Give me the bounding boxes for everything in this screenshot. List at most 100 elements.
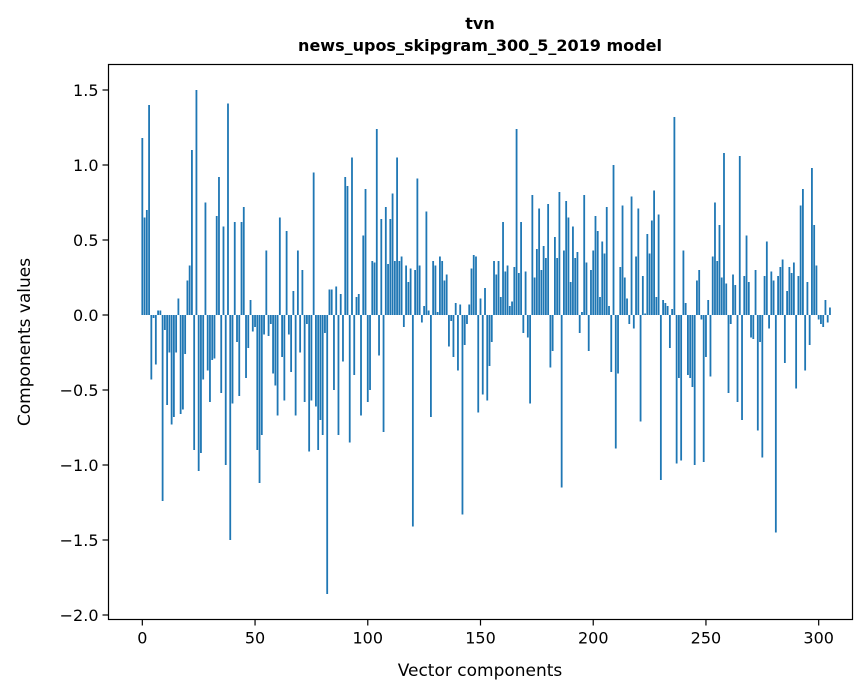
bar bbox=[245, 315, 247, 378]
bar bbox=[517, 273, 520, 315]
y-tick-label: −2.0 bbox=[60, 606, 99, 625]
y-tick-label: −1.0 bbox=[60, 456, 99, 475]
bar bbox=[468, 304, 471, 315]
bar bbox=[411, 315, 414, 527]
bar bbox=[639, 315, 642, 422]
bar bbox=[472, 255, 475, 315]
bar bbox=[477, 315, 480, 413]
bar bbox=[276, 315, 279, 416]
bar bbox=[822, 315, 825, 327]
bar bbox=[409, 268, 412, 315]
bar bbox=[209, 315, 211, 402]
bar bbox=[430, 315, 432, 417]
x-tick-label: 250 bbox=[691, 629, 722, 648]
bar bbox=[443, 280, 446, 315]
bar bbox=[148, 105, 150, 315]
bar bbox=[493, 261, 495, 315]
bar bbox=[630, 196, 633, 315]
bar bbox=[668, 315, 671, 348]
chart-title: tvn bbox=[465, 14, 494, 33]
bar bbox=[466, 315, 468, 324]
bar bbox=[202, 315, 205, 380]
bar bbox=[339, 294, 342, 315]
bar bbox=[258, 315, 261, 483]
bar bbox=[574, 258, 577, 315]
x-tick-label: 100 bbox=[352, 629, 383, 648]
bar bbox=[360, 315, 362, 416]
bar bbox=[547, 204, 550, 315]
bar bbox=[193, 315, 196, 450]
bar bbox=[662, 300, 665, 315]
bar bbox=[788, 267, 791, 315]
bar bbox=[278, 217, 281, 315]
bar bbox=[520, 222, 522, 315]
bar bbox=[601, 241, 604, 315]
bar bbox=[632, 315, 635, 329]
bar bbox=[299, 315, 302, 353]
bar bbox=[608, 306, 610, 315]
bar bbox=[328, 289, 331, 315]
bar bbox=[330, 289, 333, 315]
bar bbox=[296, 250, 299, 315]
x-tick-label: 150 bbox=[465, 629, 496, 648]
bar bbox=[623, 277, 626, 315]
bar bbox=[720, 277, 723, 315]
bar bbox=[389, 219, 392, 315]
bar bbox=[161, 315, 164, 501]
bar bbox=[711, 256, 714, 315]
bar bbox=[666, 306, 669, 315]
bar bbox=[576, 252, 579, 315]
bar bbox=[747, 282, 750, 315]
bar bbox=[569, 282, 572, 315]
bar bbox=[635, 256, 637, 315]
bar bbox=[707, 300, 710, 315]
bar bbox=[418, 265, 421, 315]
bar bbox=[450, 315, 453, 321]
y-tick-label: 0.0 bbox=[73, 306, 98, 325]
bar bbox=[405, 265, 407, 315]
bar bbox=[310, 315, 313, 401]
bars-group bbox=[141, 90, 831, 594]
bar bbox=[497, 261, 500, 315]
y-tick-label: −0.5 bbox=[60, 381, 99, 400]
y-tick-label: 0.5 bbox=[73, 231, 98, 250]
bar bbox=[808, 315, 811, 345]
bar bbox=[251, 315, 254, 332]
bar bbox=[364, 189, 367, 315]
bar bbox=[508, 306, 511, 315]
bar bbox=[163, 315, 166, 330]
bar bbox=[420, 315, 423, 323]
bar bbox=[763, 276, 766, 315]
bar bbox=[799, 205, 802, 315]
bar bbox=[504, 271, 507, 315]
bar bbox=[587, 315, 590, 351]
bar bbox=[549, 315, 552, 368]
bar bbox=[628, 315, 631, 324]
bar bbox=[380, 219, 383, 315]
bar bbox=[792, 262, 795, 315]
bar bbox=[610, 315, 613, 372]
bar bbox=[184, 315, 187, 354]
bar bbox=[371, 261, 374, 315]
bar bbox=[673, 117, 676, 315]
bar bbox=[200, 315, 202, 453]
bar bbox=[432, 261, 435, 315]
bar bbox=[725, 283, 728, 315]
bar bbox=[581, 312, 583, 315]
bar bbox=[218, 177, 220, 315]
y-tick-label: 1.0 bbox=[73, 156, 98, 175]
bar bbox=[732, 274, 734, 315]
bar bbox=[687, 315, 689, 375]
bar bbox=[506, 265, 509, 315]
bar bbox=[236, 315, 238, 342]
bar bbox=[384, 207, 387, 315]
bar bbox=[355, 297, 358, 315]
bar bbox=[495, 274, 498, 315]
bar bbox=[166, 315, 169, 405]
bar bbox=[141, 138, 144, 315]
bar bbox=[281, 315, 283, 357]
bar bbox=[348, 315, 351, 443]
bar bbox=[238, 315, 241, 396]
bar bbox=[387, 264, 389, 315]
bar bbox=[222, 226, 225, 315]
